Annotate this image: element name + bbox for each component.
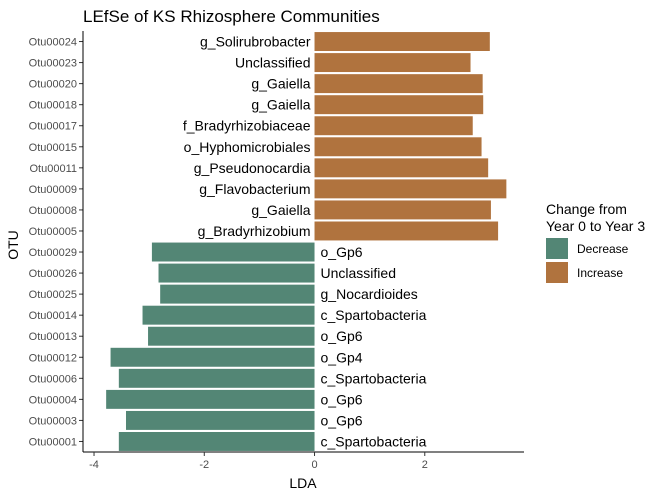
bar: [314, 137, 482, 157]
bar-taxon-label: g_Gaiella: [251, 202, 310, 218]
bar-taxon-label: o_Gp6: [321, 244, 363, 260]
otu-label: Otu00023: [29, 58, 77, 70]
bars-layer: g_Solirubrobacter Unclassified g_Gaiella g_…: [106, 32, 507, 451]
x-axis: -4 -2 0 2: [83, 451, 524, 471]
bar: [314, 74, 483, 94]
bar: [160, 284, 315, 304]
bar: [106, 389, 315, 409]
x-tick-label: 2: [422, 459, 428, 471]
legend-label: Decrease: [577, 242, 629, 256]
bar: [148, 326, 315, 346]
bar-taxon-label: Unclassified: [321, 265, 396, 281]
otu-label: Otu00013: [29, 331, 77, 343]
bar-taxon-label: o_Hyphomicrobiales: [184, 139, 311, 155]
otu-label: Otu00009: [29, 184, 77, 196]
otu-label: Otu00026: [29, 268, 77, 280]
legend-title-line2: Year 0 to Year 3: [546, 218, 645, 234]
otu-label: Otu00029: [29, 247, 77, 259]
bar-taxon-label: Unclassified: [235, 55, 310, 71]
bar-taxon-label: g_Gaiella: [251, 76, 310, 92]
otu-label: Otu00004: [29, 394, 77, 406]
bar: [151, 242, 315, 262]
bar: [110, 347, 315, 367]
bar: [314, 53, 471, 73]
bar-taxon-label: o_Gp6: [321, 412, 363, 428]
otu-label: Otu00012: [29, 352, 77, 364]
bar-taxon-label: c_Spartobacteria: [321, 433, 427, 449]
bar-taxon-label: g_Gaiella: [251, 97, 310, 113]
bar-taxon-label: f_Bradyrhizobiaceae: [183, 118, 311, 134]
bar-taxon-label: o_Gp6: [321, 328, 363, 344]
bar: [158, 263, 315, 283]
bar-taxon-label: g_Solirubrobacter: [200, 34, 311, 50]
otu-label: Otu00005: [29, 226, 77, 238]
otu-label: Otu00006: [29, 373, 77, 385]
otu-label: Otu00003: [29, 415, 77, 427]
bar-taxon-label: c_Spartobacteria: [321, 370, 427, 386]
legend: Change from Year 0 to Year 3 Decrease Inc…: [546, 201, 645, 283]
otu-label: Otu00017: [29, 121, 77, 133]
bar: [314, 179, 507, 199]
bar: [314, 116, 473, 136]
otu-label: Otu00011: [29, 163, 77, 175]
legend-label: Increase: [577, 266, 623, 280]
otu-label: Otu00020: [29, 79, 77, 91]
chart-title: LEfSe of KS Rhizosphere Communities: [83, 7, 380, 26]
bar-taxon-label: g_Bradyrhizobium: [198, 223, 311, 239]
bar: [118, 432, 315, 451]
x-tick-label: 0: [311, 459, 317, 471]
otu-label: Otu00025: [29, 289, 77, 301]
bar: [314, 221, 499, 241]
legend-swatch: [546, 262, 568, 283]
otu-label: Otu00008: [29, 205, 77, 217]
otu-label: Otu00014: [29, 310, 77, 322]
legend-items: Decrease Increase: [546, 238, 629, 283]
bar-taxon-label: c_Spartobacteria: [321, 307, 427, 323]
bar: [142, 305, 315, 325]
y-axis-title: OTU: [5, 230, 21, 260]
bar: [314, 200, 491, 220]
x-tick-label: -2: [199, 459, 209, 471]
bar: [314, 32, 490, 51]
otu-label: Otu00001: [29, 436, 77, 448]
bar-taxon-label: o_Gp6: [321, 391, 363, 407]
bar: [118, 368, 315, 388]
bar-taxon-label: g_Nocardioides: [321, 286, 418, 302]
bar-taxon-label: o_Gp4: [321, 349, 363, 365]
bar: [314, 158, 489, 178]
x-tick-label: -4: [89, 459, 99, 471]
otu-label: Otu00018: [29, 100, 77, 112]
otu-label: Otu00015: [29, 142, 77, 154]
legend-swatch: [546, 238, 568, 259]
legend-title-line1: Change from: [546, 201, 627, 217]
bar: [125, 410, 315, 430]
x-axis-title: LDA: [289, 475, 317, 491]
bar: [314, 95, 484, 115]
y-axis: Otu00024 Otu00023 Otu00020 Otu00018 Otu00017…: [29, 31, 84, 452]
otu-label: Otu00024: [29, 37, 77, 49]
bar-taxon-label: g_Flavobacterium: [199, 181, 310, 197]
bar-taxon-label: g_Pseudonocardia: [194, 160, 311, 176]
